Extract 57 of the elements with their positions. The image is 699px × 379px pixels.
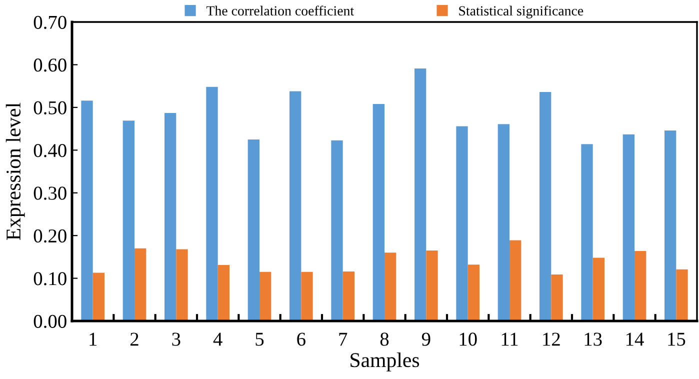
- y-tick-label: 0.00: [34, 314, 66, 328]
- bar: [372, 104, 384, 321]
- bar: [122, 120, 134, 321]
- bar: [134, 248, 146, 321]
- y-tick-label: 0.70: [34, 16, 66, 30]
- y-tick-label: 0.30: [34, 186, 66, 200]
- x-tick-label: 8: [380, 332, 389, 346]
- bar: [581, 144, 593, 321]
- x-tick-label: 12: [543, 332, 560, 346]
- bar: [456, 126, 468, 321]
- bar: [676, 269, 688, 321]
- x-tick-label: 1: [90, 332, 97, 346]
- x-tick-label: 4: [213, 332, 222, 346]
- bar: [634, 250, 646, 321]
- bar: [218, 265, 230, 321]
- bar: [622, 134, 634, 321]
- bar: [551, 274, 563, 321]
- bar: [301, 272, 313, 321]
- bar: [414, 68, 426, 321]
- y-tick-label: 0.40: [34, 144, 66, 158]
- bar: [426, 250, 438, 321]
- y-tick-label: 0.60: [34, 58, 66, 72]
- bar: [248, 139, 260, 321]
- bar: [498, 124, 510, 321]
- bar: [290, 91, 302, 321]
- x-tick-label: 15: [668, 332, 686, 346]
- bar: [260, 272, 272, 321]
- y-tick-label: 0.10: [34, 272, 66, 286]
- bar: [81, 100, 93, 321]
- x-tick-label: 10: [460, 332, 477, 346]
- x-tick-label: 3: [172, 332, 180, 346]
- x-axis-title: Samples: [350, 352, 420, 372]
- bar: [510, 240, 522, 321]
- bar: [331, 140, 343, 321]
- bar: [164, 112, 176, 321]
- bar: [384, 252, 396, 321]
- bar: [540, 92, 552, 321]
- y-tick-label: 0.50: [34, 101, 66, 114]
- y-tick-label: 0.20: [34, 229, 66, 243]
- x-tick-label: 7: [339, 332, 348, 346]
- x-tick-label: 5: [256, 332, 264, 346]
- legend-label: Statistical significance: [459, 6, 584, 18]
- bar: [468, 264, 480, 321]
- bar: [176, 249, 188, 321]
- bar: [664, 130, 676, 321]
- bar: [92, 272, 104, 321]
- x-tick-label: 6: [297, 332, 306, 346]
- x-tick-label: 9: [422, 332, 430, 346]
- bar: [592, 258, 604, 321]
- bar: [342, 271, 354, 321]
- x-tick-label: 14: [626, 332, 644, 346]
- legend-label: The correlation coefficient: [206, 6, 354, 16]
- bar: [206, 86, 218, 321]
- x-tick-label: 2: [130, 332, 138, 346]
- y-axis-title: Expression level: [6, 102, 25, 240]
- x-tick-label: 11: [502, 332, 518, 346]
- x-tick-label: 13: [584, 332, 602, 346]
